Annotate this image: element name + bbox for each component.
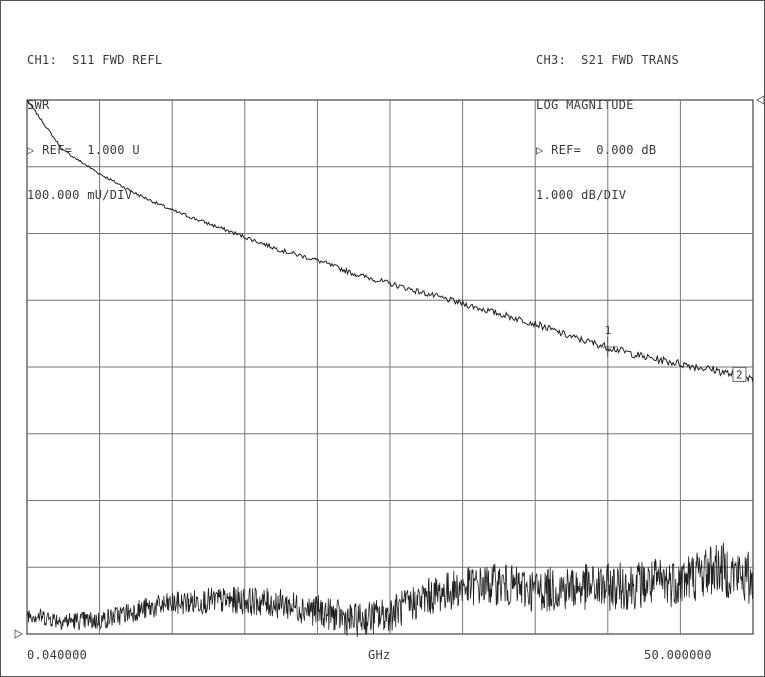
- marker-2-label: 2: [736, 368, 743, 381]
- ch1-header: CH1: S11 FWD REFL SWR ▷ REF= 1.000 U 100…: [27, 23, 162, 218]
- ch3-ref: ▷ REF= 0.000 dB: [536, 143, 657, 157]
- ch1-ref-value: REF= 1.000 U: [42, 143, 140, 157]
- ch3-header: CH3: S21 FWD TRANS LOG MAGNITUDE ▷ REF= …: [536, 23, 679, 218]
- ch1-title: CH1: S11 FWD REFL: [27, 53, 163, 67]
- marker-1-label: 1: [605, 324, 612, 337]
- ch1-ref: ▷ REF= 1.000 U: [27, 143, 140, 157]
- ch3-format: LOG MAGNITUDE: [536, 98, 634, 112]
- ch3-reference-marker: [756, 95, 765, 105]
- reference-markers: [14, 95, 765, 639]
- ch3-ref-value: REF= 0.000 dB: [551, 143, 657, 157]
- ch1-reference-marker: [14, 629, 23, 639]
- marker-2-box: [732, 366, 747, 382]
- x-start-label: 0.040000: [27, 648, 88, 662]
- ch3-scale: 1.000 dB/DIV: [536, 188, 627, 202]
- trace-s21: [26, 99, 754, 383]
- trace-markers: 12: [597, 324, 747, 382]
- grid: [26, 99, 754, 635]
- x-unit-label: GHz: [368, 648, 391, 662]
- ch3-title: CH3: S21 FWD TRANS: [536, 53, 679, 67]
- trace-s11: [26, 542, 754, 638]
- x-stop-label: 50.000000: [644, 648, 712, 662]
- ch1-scale: 100.000 mU/DIV: [27, 188, 133, 202]
